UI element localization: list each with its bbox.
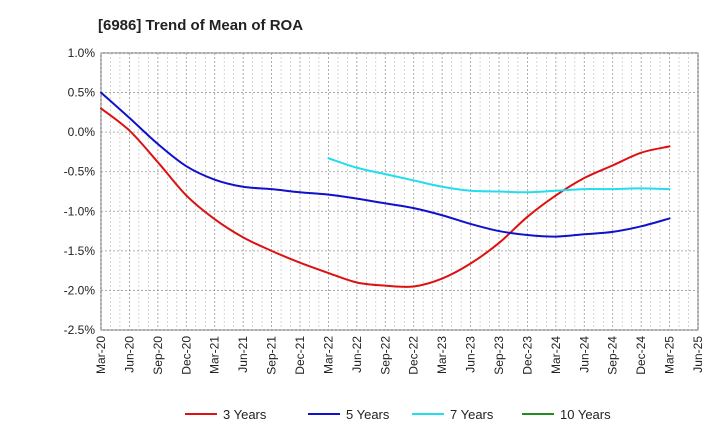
x-tick-label: Jun-20 bbox=[122, 336, 136, 373]
x-tick-label: Mar-25 bbox=[663, 336, 677, 374]
series-line-7-years bbox=[327, 157, 671, 194]
x-tick-label: Dec-23 bbox=[520, 336, 534, 375]
x-tick-label: Sep-21 bbox=[265, 336, 279, 375]
x-tick-label: Sep-22 bbox=[378, 336, 392, 375]
y-tick-label: -2.0% bbox=[64, 283, 96, 297]
x-tick-label: Mar-22 bbox=[321, 336, 335, 374]
y-tick-label: -2.5% bbox=[64, 323, 96, 337]
series-line-5-years bbox=[100, 91, 671, 238]
y-tick-label: -1.0% bbox=[64, 204, 96, 218]
x-tick-label: Sep-24 bbox=[606, 336, 620, 375]
y-tick-label: -0.5% bbox=[64, 165, 96, 179]
x-tick-label: Mar-23 bbox=[435, 336, 449, 374]
plot-border bbox=[100, 52, 699, 331]
x-tick-label: Dec-21 bbox=[293, 336, 307, 375]
x-tick-label: Jun-24 bbox=[577, 336, 591, 373]
x-tick-label: Jun-21 bbox=[236, 336, 250, 373]
x-tick-label: Mar-24 bbox=[549, 336, 563, 374]
x-tick-label: Dec-20 bbox=[179, 336, 193, 375]
plot-background bbox=[101, 53, 698, 330]
y-tick-label: 0.0% bbox=[68, 125, 96, 139]
x-tick-label: Jun-22 bbox=[350, 336, 364, 373]
legend: 3 Years 5 Years 7 Years 10 Years bbox=[185, 407, 611, 422]
y-tick-label: 0.5% bbox=[68, 86, 96, 100]
legend-label-7-years: 7 Years bbox=[450, 407, 494, 422]
x-tick-label: Sep-20 bbox=[151, 336, 165, 375]
y-tick-label: -1.5% bbox=[64, 244, 96, 258]
legend-label-5-years: 5 Years bbox=[346, 407, 390, 422]
chart-title: [6986] Trend of Mean of ROA bbox=[98, 17, 303, 34]
y-axis-tick-labels: 1.0% 0.5% 0.0% -0.5% -1.0% -1.5% -2.0% -2.5% bbox=[64, 46, 96, 337]
x-tick-label: Jun-23 bbox=[464, 336, 478, 373]
legend-label-10-years: 10 Years bbox=[560, 407, 611, 422]
series-line-3-years bbox=[100, 107, 671, 288]
x-tick-label: Jun-25 bbox=[691, 336, 705, 373]
y-tick-label: 1.0% bbox=[68, 46, 96, 60]
x-axis-tick-labels: Mar-20 Jun-20 Sep-20 Dec-20 Mar-21 Jun-21 Sep-… bbox=[94, 336, 705, 375]
x-tick-label: Mar-20 bbox=[94, 336, 108, 374]
legend-label-3-years: 3 Years bbox=[223, 407, 267, 422]
plot-area bbox=[100, 52, 699, 331]
series-lines bbox=[100, 91, 671, 288]
x-tick-label: Dec-22 bbox=[407, 336, 421, 375]
x-tick-label: Sep-23 bbox=[492, 336, 506, 375]
x-tick-label: Mar-21 bbox=[208, 336, 222, 374]
x-tick-label: Dec-24 bbox=[634, 336, 648, 375]
